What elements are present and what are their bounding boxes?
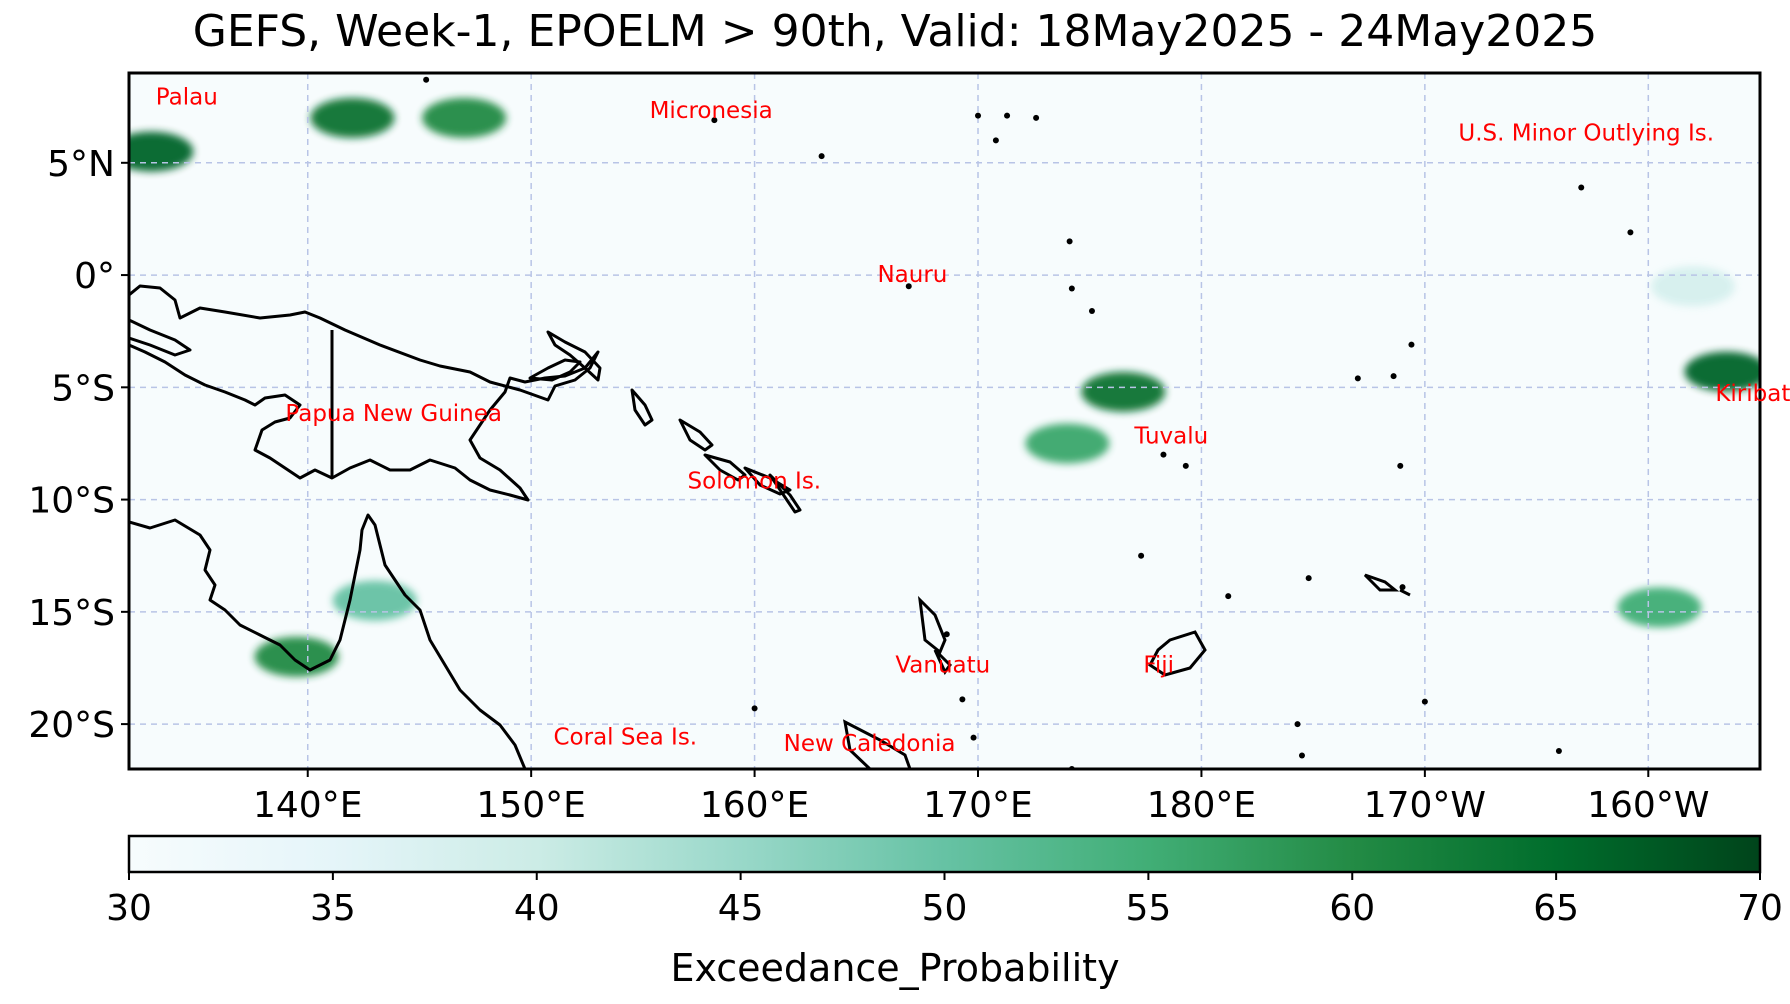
lat-tick-label: 20°S <box>28 705 115 746</box>
probability-area <box>310 97 395 138</box>
probability-layer <box>129 97 1760 677</box>
island-marker <box>1160 451 1167 458</box>
small-islands <box>423 76 1634 769</box>
island-marker <box>905 283 912 290</box>
colorbar-tick-label: 70 <box>1737 888 1783 929</box>
new-guinea-west-peninsula <box>129 318 192 357</box>
island-marker <box>818 153 825 160</box>
country-label: Tuvalu <box>1133 423 1208 449</box>
new-guinea-coastline <box>129 284 600 502</box>
lat-tick-label: 15°S <box>28 593 115 634</box>
country-labels: Palau Micronesia U.S. Minor Outlying Is. Na… <box>156 84 1790 757</box>
colorbar-tick-label: 50 <box>922 888 968 929</box>
island-marker <box>975 112 982 119</box>
country-label: Micronesia <box>650 98 773 124</box>
island-marker <box>1088 307 1095 314</box>
coastlines <box>129 284 802 769</box>
map-background <box>129 73 1760 769</box>
probability-area <box>1684 351 1760 392</box>
country-label: New Caledonia <box>784 731 956 757</box>
island-marker <box>1627 229 1634 236</box>
bougainville-coastline <box>630 388 654 427</box>
island-marker <box>992 137 999 144</box>
island-marker <box>1068 285 1075 292</box>
country-label: Fiji <box>1143 652 1174 678</box>
lon-tick-label: 160°W <box>1587 785 1709 826</box>
colorbar-tick-label: 45 <box>718 888 764 929</box>
solomon-islands-coastline <box>678 418 802 514</box>
probability-area <box>254 636 339 677</box>
longitude-ticks: 140°E 150°E 160°E 170°E 180°E 170°W 160°W <box>253 769 1709 826</box>
colorbar-tick-label: 30 <box>106 888 152 929</box>
country-label: U.S. Minor Outlying Is. <box>1458 120 1714 146</box>
island-marker <box>1354 375 1361 382</box>
island-marker <box>1421 698 1428 705</box>
lat-tick-label: 0° <box>74 256 115 297</box>
colorbar-tick-label: 65 <box>1533 888 1579 929</box>
island-marker <box>1390 373 1397 380</box>
colorbar <box>127 834 1762 874</box>
probability-area <box>1081 371 1166 412</box>
probability-area <box>129 131 194 172</box>
gridlines <box>129 73 1760 769</box>
colorbar-tick-label: 35 <box>310 888 356 929</box>
colorbar-label: Exceedance_Probability <box>670 946 1120 990</box>
island-marker <box>711 117 718 124</box>
lon-tick-label: 170°W <box>1364 785 1486 826</box>
country-label: Kiribati <box>1715 381 1790 407</box>
lat-tick-label: 5°N <box>47 144 115 185</box>
australia-coastline <box>129 513 527 769</box>
island-marker <box>1555 748 1562 755</box>
island-marker <box>1298 752 1305 759</box>
country-label: Palau <box>156 84 218 110</box>
lon-tick-label: 160°E <box>700 785 809 826</box>
island-marker <box>1408 341 1415 348</box>
probability-area <box>1617 587 1702 628</box>
map-title: GEFS, Week-1, EPOELM > 90th, Valid: 18Ma… <box>192 6 1598 57</box>
probability-area <box>1650 266 1735 307</box>
island-marker <box>1004 112 1011 119</box>
island-marker <box>1138 552 1145 559</box>
island-marker <box>1066 238 1073 245</box>
island-outline <box>1148 630 1207 677</box>
country-label: Vanuatu <box>895 652 990 678</box>
island-marker <box>423 76 430 83</box>
lon-tick-label: 180°E <box>1147 785 1256 826</box>
country-label: Nauru <box>877 262 947 288</box>
lat-tick-label: 5°S <box>51 368 115 409</box>
island-marker <box>1397 462 1404 469</box>
island-marker <box>943 631 950 638</box>
probability-area <box>422 97 507 138</box>
country-label: Coral Sea Is. <box>554 724 698 750</box>
probability-area <box>1025 423 1110 464</box>
colorbar-tick-label: 60 <box>1329 888 1375 929</box>
map-frame <box>127 71 1762 771</box>
lon-tick-label: 170°E <box>923 785 1032 826</box>
island-marker <box>959 696 966 703</box>
island-marker <box>751 705 758 712</box>
island-marker <box>1225 593 1232 600</box>
lon-tick-label: 150°E <box>476 785 585 826</box>
colorbar-tick-label: 40 <box>514 888 560 929</box>
island-outline <box>917 595 952 675</box>
island-marker <box>1578 184 1585 191</box>
latitude-ticks: 5°N 0° 5°S 10°S 15°S 20°S <box>28 144 129 746</box>
island-marker <box>1305 575 1312 582</box>
island-marker <box>1033 114 1040 121</box>
lat-tick-label: 10°S <box>28 481 115 522</box>
colorbar-tick-label: 55 <box>1125 888 1171 929</box>
island-marker <box>970 734 977 741</box>
island-marker <box>1294 721 1301 728</box>
new-ireland-coastline <box>546 330 602 382</box>
island-outline <box>842 719 912 769</box>
colorbar-ticks: 30 35 40 45 50 55 60 65 70 <box>106 872 1783 929</box>
country-label: Papua New Guinea <box>285 401 502 427</box>
country-label: Solomon Is. <box>688 468 822 494</box>
probability-area <box>332 580 417 621</box>
lon-tick-label: 140°E <box>253 785 362 826</box>
island-marker <box>1182 462 1189 469</box>
island-marker <box>1399 584 1406 591</box>
island-outline <box>1363 573 1411 597</box>
